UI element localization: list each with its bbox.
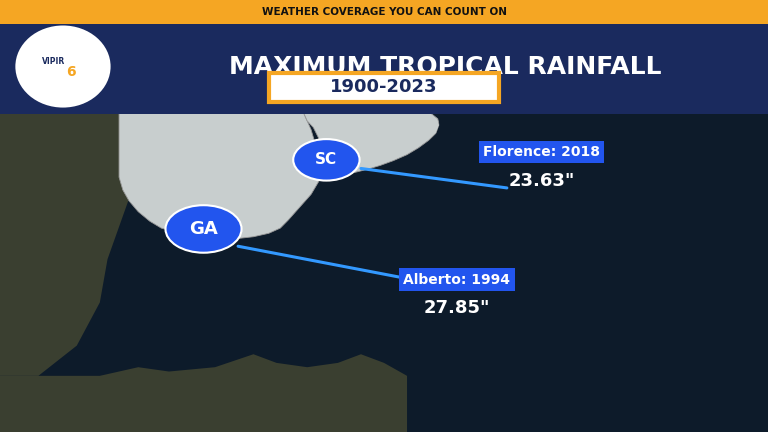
Polygon shape <box>280 97 439 176</box>
Ellipse shape <box>293 139 359 181</box>
Text: Florence: 2018: Florence: 2018 <box>483 145 600 159</box>
Text: VIPIR: VIPIR <box>42 57 65 66</box>
FancyBboxPatch shape <box>269 73 499 102</box>
Text: GA: GA <box>189 220 218 238</box>
Polygon shape <box>430 95 768 151</box>
Polygon shape <box>0 354 407 432</box>
Text: 1900-2023: 1900-2023 <box>330 79 438 96</box>
Polygon shape <box>0 95 154 376</box>
Text: MAXIMUM TROPICAL RAINFALL: MAXIMUM TROPICAL RAINFALL <box>229 54 662 79</box>
Text: 23.63": 23.63" <box>508 172 574 190</box>
Text: SC: SC <box>316 152 337 167</box>
Ellipse shape <box>15 25 111 108</box>
Text: 27.85": 27.85" <box>424 299 490 317</box>
Text: Alberto: 1994: Alberto: 1994 <box>403 273 511 286</box>
Ellipse shape <box>166 205 241 253</box>
Bar <box>0 0 768 24</box>
Text: 6: 6 <box>66 65 75 79</box>
Polygon shape <box>396 96 768 376</box>
Bar <box>0 24 768 114</box>
Polygon shape <box>119 97 323 238</box>
Text: WEATHER COVERAGE YOU CAN COUNT ON: WEATHER COVERAGE YOU CAN COUNT ON <box>261 7 507 17</box>
